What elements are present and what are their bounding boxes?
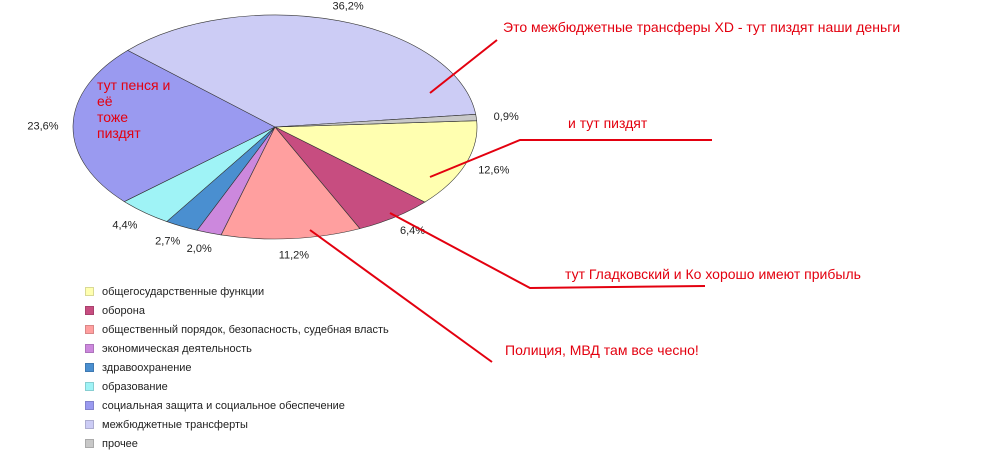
legend-item-education: образование xyxy=(85,377,389,396)
value-label-health: 2,7% xyxy=(155,236,180,248)
legend-label-defense: оборона xyxy=(102,304,145,317)
legend-item-general: общегосударственные функции xyxy=(85,282,389,301)
annotation-social-line-1: тут пенся и xyxy=(97,77,171,93)
legend-label-social: социальная защита и социальное обеспечен… xyxy=(102,399,345,412)
legend-swatch-social xyxy=(85,401,94,410)
pie-slice-general xyxy=(274,120,478,203)
value-label-defense: 6,4% xyxy=(400,225,425,237)
legend-item-social: социальная защита и социальное обеспечен… xyxy=(85,396,389,415)
pie-slice-other xyxy=(274,114,478,128)
legend-item-transfers: межбюджетные трансферты xyxy=(85,415,389,434)
value-label-general: 12,6% xyxy=(478,165,509,177)
value-label-social: 23,6% xyxy=(27,120,58,132)
legend-item-other: прочее xyxy=(85,434,389,453)
legend-label-other: прочее xyxy=(102,437,138,450)
annotation-social-line-2: её xyxy=(97,93,113,109)
annotation-transfers: Это межбюджетные трансферы XD - тут пизд… xyxy=(503,19,901,35)
pie-slice-police xyxy=(220,126,361,240)
value-label-other: 0,9% xyxy=(494,111,519,123)
annotation-social: тут пенся и её тоже пиздят xyxy=(97,77,170,141)
legend-swatch-health xyxy=(85,363,94,372)
legend-swatch-economy xyxy=(85,344,94,353)
legend-label-police: общественный порядок, безопасность, суде… xyxy=(102,323,389,336)
legend-swatch-transfers xyxy=(85,420,94,429)
legend-swatch-other xyxy=(85,439,94,448)
annotation-police: Полиция, МВД там все чесно! xyxy=(505,342,699,358)
legend-label-transfers: межбюджетные трансферты xyxy=(102,418,248,431)
pie-slice-social xyxy=(72,49,276,202)
pie-slices xyxy=(72,14,478,240)
legend-item-health: здравоохранение xyxy=(85,358,389,377)
annotation-social-line-3: тоже xyxy=(97,109,129,125)
value-label-economy: 2,0% xyxy=(187,243,212,255)
value-label-transfers: 36,2% xyxy=(332,1,363,13)
legend-label-education: образование xyxy=(102,380,168,393)
legend-swatch-education xyxy=(85,382,94,391)
legend-item-defense: оборона xyxy=(85,301,389,320)
annotation-general: и тут пиздят xyxy=(568,115,648,131)
legend-label-health: здравоохранение xyxy=(102,361,192,374)
legend-item-police: общественный порядок, безопасность, суде… xyxy=(85,320,389,339)
legend-item-economy: экономическая деятельность xyxy=(85,339,389,358)
value-label-police: 11,2% xyxy=(279,250,310,262)
legend: общегосударственные функции оборона общест… xyxy=(85,282,389,453)
arrow-police xyxy=(309,229,493,363)
annotation-arrows xyxy=(309,39,712,363)
arrow-defense xyxy=(389,212,706,290)
legend-swatch-defense xyxy=(85,306,94,315)
pie-value-labels: 12,6% 6,4% 11,2% 2,0% 2,7% 4,4% 23,6% 36,2% 0,9% xyxy=(27,1,519,262)
annotation-defense: тут Гладковский и Ко хорошо имеют прибыл… xyxy=(565,266,861,282)
value-label-education: 4,4% xyxy=(112,220,137,232)
pie-slice-transfers xyxy=(127,14,477,128)
legend-swatch-general xyxy=(85,287,94,296)
legend-swatch-police xyxy=(85,325,94,334)
arrow-general xyxy=(429,139,712,178)
annotation-social-line-4: пиздят xyxy=(97,125,141,141)
arrow-transfers xyxy=(429,39,498,94)
legend-label-general: общегосударственные функции xyxy=(102,285,265,298)
legend-label-economy: экономическая деятельность xyxy=(102,342,252,355)
